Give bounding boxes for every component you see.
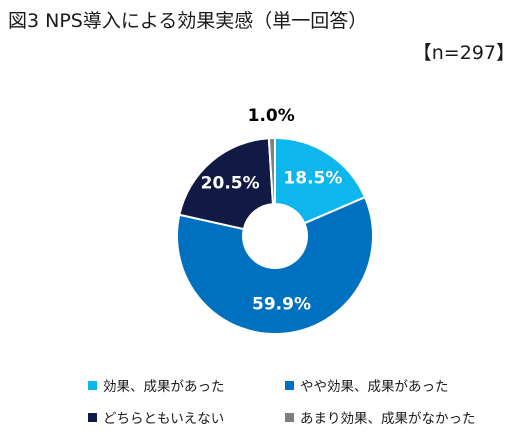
legend-label-neutral: どちらともいえない: [103, 411, 225, 427]
legend-swatch-somewhat-effective: [285, 380, 294, 390]
legend-item-neutral: どちらともいえない: [88, 407, 224, 427]
sample-size-label: 【n=297】: [412, 42, 515, 64]
slice-label-somewhat-effective: 59.9%: [252, 295, 311, 315]
slice-label-not-effective: 1.0%: [248, 106, 295, 126]
legend-item-somewhat-effective: やや効果、成果があった: [285, 375, 449, 395]
donut-slice-effective: [274, 136, 367, 225]
legend-label-not-effective: あまり効果、成果がなかった: [300, 411, 476, 427]
legend-swatch-neutral: [88, 412, 97, 422]
donut-slices: [176, 136, 374, 335]
legend-swatch-effective: [88, 380, 97, 390]
legend-label-effective: 効果、成果があった: [103, 379, 225, 395]
legend-item-effective: 効果、成果があった: [88, 375, 225, 395]
slice-label-neutral: 20.5%: [201, 174, 260, 194]
legend-label-somewhat-effective: やや効果、成果があった: [300, 379, 449, 395]
legend-item-not-effective: あまり効果、成果がなかった: [285, 407, 476, 427]
chart-title: 図3 NPS導入による効果実感（単一回答）: [8, 10, 368, 32]
slice-labels: 18.5% 59.9% 20.5% 1.0%: [201, 106, 343, 315]
donut-slice-not-effective: [267, 136, 276, 206]
donut-slice-somewhat-effective: [176, 195, 374, 335]
legend-swatch-not-effective: [285, 412, 294, 422]
slice-label-effective: 18.5%: [283, 168, 342, 188]
donut-slice-neutral: [178, 137, 275, 231]
